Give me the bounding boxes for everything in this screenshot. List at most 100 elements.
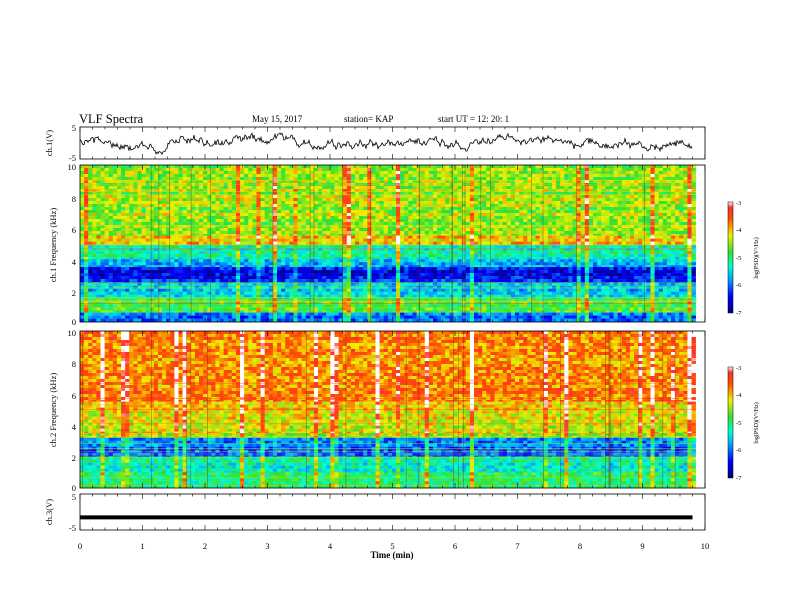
spectrogram-cell [576, 244, 581, 246]
spectrogram-cell [564, 213, 569, 217]
spectrogram-cell [391, 219, 397, 223]
spectrogram-cell [334, 238, 339, 242]
spectrogram-cell [112, 219, 118, 223]
spectrogram-cell [260, 186, 265, 190]
spectrogram-cell [617, 238, 623, 242]
spectrogram-cell [80, 241, 85, 245]
spectrogram-cell [178, 235, 183, 239]
spectrogram-cell [568, 180, 573, 184]
spectrogram-cell [289, 192, 294, 196]
spectrogram-cell [88, 241, 93, 245]
spectrogram-cell [170, 244, 175, 246]
spectrogram-cell [609, 245, 614, 249]
spectrogram-cell [277, 189, 282, 193]
spectrogram-cell [519, 231, 524, 235]
spectrogram-cell [166, 257, 171, 260]
spectrogram-cell [432, 189, 438, 193]
spectrogram-cell [162, 210, 167, 214]
spectrogram-cell [461, 238, 467, 242]
spectrogram-cell [248, 189, 253, 193]
spectrogram-cell [666, 180, 672, 184]
spectrogram-cell [490, 201, 495, 205]
spectrogram-cell [137, 257, 142, 260]
spectrogram-cell [305, 254, 311, 258]
spectrogram-cell [675, 244, 680, 246]
spectrogram-cell [416, 244, 421, 246]
spectrogram-cell [297, 245, 302, 249]
spectrogram-cell [240, 204, 245, 208]
spectrogram-cell [494, 245, 499, 249]
spectrogram-cell [510, 222, 516, 226]
spectrogram-cell [625, 234, 631, 236]
spectrogram-cell [153, 228, 159, 232]
spectrogram-cell [519, 241, 524, 245]
spectrogram-cell [268, 234, 274, 236]
spectrogram-cell [568, 192, 573, 196]
spectrogram-cell [441, 251, 446, 255]
spectrogram-cell [334, 219, 339, 223]
spectrogram-cell [564, 198, 569, 202]
spectrogram-cell [515, 186, 520, 190]
spectrogram-cell [133, 222, 138, 226]
spectrogram-cell [576, 248, 581, 252]
spectrogram-cell [424, 241, 430, 245]
spectrogram-cell [116, 222, 122, 226]
spectrogram-cell [133, 168, 138, 172]
spectrogram-cell [116, 198, 122, 202]
spectrogram-cell [375, 231, 380, 235]
spectrogram-cell [330, 216, 335, 220]
spectrogram-cell [474, 238, 479, 242]
spectrogram-cell [671, 238, 676, 242]
spectrogram-cell [437, 238, 442, 242]
spectrogram-cell [121, 238, 126, 242]
spectrogram-cell [260, 177, 265, 181]
spectrogram-cell [268, 210, 274, 214]
spectrogram-cell [564, 248, 569, 252]
spectrogram-cell [449, 234, 454, 236]
spectrogram-cell [408, 180, 413, 184]
spectrogram-cell [662, 189, 668, 193]
spectrogram-cell [580, 210, 586, 214]
spectrogram-cell [375, 195, 380, 199]
spectrogram-cell [272, 216, 278, 220]
spectrogram-cell [449, 210, 454, 214]
spectrogram-cell [186, 222, 192, 226]
spectrogram-cell [264, 180, 270, 184]
spectrogram-cell [112, 222, 118, 226]
spectrogram-cell [264, 216, 270, 220]
spectrogram-cell [211, 198, 216, 202]
spectrogram-cell [531, 207, 536, 211]
spectrogram-cell [510, 177, 516, 181]
spectrogram-cell [391, 207, 397, 211]
spectrogram-cell [400, 201, 405, 205]
spectrogram-cell [469, 248, 475, 252]
spectrogram-cell [186, 168, 192, 172]
spectrogram-cell [141, 171, 146, 175]
spectrogram-cell [441, 171, 446, 175]
spectrogram-cell [679, 241, 684, 245]
spectrogram-cell [227, 171, 233, 175]
spectrogram-cell [359, 228, 364, 232]
spectrogram-cell [658, 231, 664, 235]
spectrogram-cell [597, 204, 602, 208]
spectrogram-cell [564, 228, 569, 232]
spectrogram-cell [149, 238, 155, 242]
spectrogram-cell [691, 171, 696, 175]
spectrogram-cell [387, 213, 393, 217]
spectrogram-cell [527, 213, 532, 217]
spectrogram-cell [601, 244, 606, 246]
spectrogram-cell [277, 254, 282, 258]
spectrogram-cell [162, 238, 167, 242]
spectrogram-cell [428, 219, 434, 223]
spectrogram-cell [153, 257, 159, 260]
spectrogram-cell [531, 192, 536, 196]
spectrogram-cell [100, 186, 105, 190]
spectrogram-cell [486, 207, 491, 211]
spectrogram-cell [543, 189, 549, 193]
spectrogram-cell [231, 251, 237, 255]
spectrogram-cell [240, 254, 245, 258]
spectrogram-cell [531, 210, 536, 214]
spectrogram-cell [354, 174, 360, 178]
spectrogram-cell [248, 177, 253, 181]
spectrogram-cell [207, 180, 212, 184]
